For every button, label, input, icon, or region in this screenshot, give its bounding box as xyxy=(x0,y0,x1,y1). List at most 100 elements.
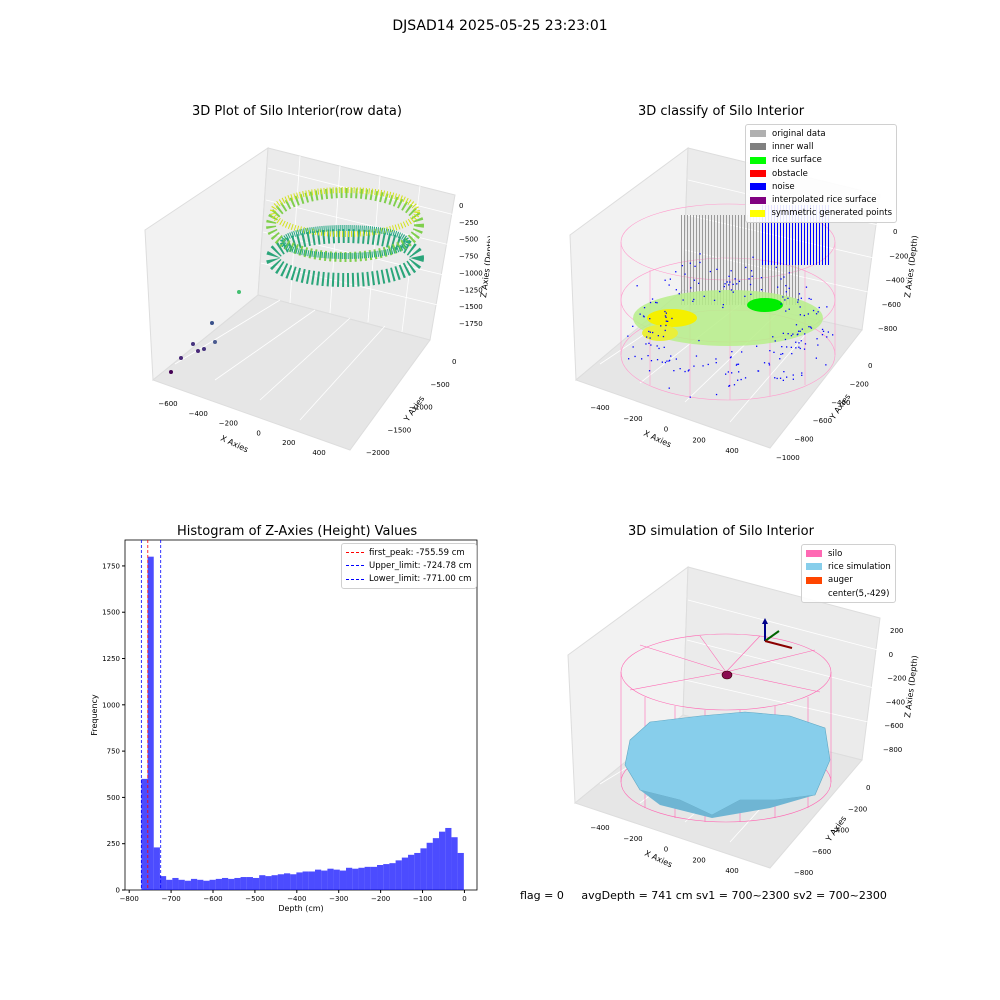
noise-point xyxy=(797,299,799,301)
noise-point xyxy=(795,347,797,349)
noise-point xyxy=(669,359,671,361)
histogram-y-tick: 1500 xyxy=(102,609,120,617)
raw-plot-title: 3D Plot of Silo Interior(row data) xyxy=(192,104,402,119)
noise-point xyxy=(795,341,797,343)
histogram-bar xyxy=(432,838,440,890)
noise-point xyxy=(663,346,665,348)
classify-legend-label: interpolated rice surface xyxy=(772,195,877,206)
noise-point xyxy=(730,270,732,272)
raw-x-tick: 400 xyxy=(312,449,325,457)
noise-point xyxy=(695,355,698,357)
noise-point xyxy=(780,278,782,280)
noise-point xyxy=(740,378,742,381)
noise-point xyxy=(690,287,692,289)
noise-point xyxy=(643,316,645,318)
classify-legend-label: obstacle xyxy=(772,168,808,179)
noise-point xyxy=(664,315,667,317)
noise-point xyxy=(713,299,716,301)
noise-point xyxy=(736,363,738,365)
noise-point xyxy=(665,316,667,318)
simulation-z-tick: −200 xyxy=(887,675,906,683)
noise-point xyxy=(673,370,675,372)
noise-point xyxy=(689,396,691,398)
raw-zlabel: Z Axies (Depth) xyxy=(479,235,490,298)
noise-point xyxy=(675,358,677,360)
simulation-legend: silo rice simulation auger center(5,-429) xyxy=(801,544,896,604)
histogram-bar xyxy=(395,860,402,890)
noise-point xyxy=(732,291,734,293)
histogram-x-tick: −600 xyxy=(203,895,222,903)
noise-point xyxy=(716,268,718,270)
histogram-ylabel: Frequency xyxy=(90,694,99,736)
classify-z-tick: 0 xyxy=(893,228,897,236)
classify-legend-swatch xyxy=(750,183,766,191)
classify-x-tick: 0 xyxy=(664,426,668,434)
noise-point xyxy=(798,346,800,348)
noise-point xyxy=(668,387,670,389)
simulation-legend-swatch xyxy=(806,576,822,584)
noise-point xyxy=(719,290,721,293)
raw-y-tick: −500 xyxy=(431,381,450,389)
noise-point xyxy=(790,335,793,337)
noise-point xyxy=(655,301,657,304)
noise-point xyxy=(664,361,667,364)
noise-point xyxy=(730,289,733,291)
histogram-bar xyxy=(277,874,284,890)
histogram-x-tick: −300 xyxy=(329,895,348,903)
histogram-bar xyxy=(141,778,148,890)
noise-point xyxy=(648,342,650,344)
histogram-bar xyxy=(339,870,346,890)
noise-point xyxy=(632,346,634,348)
histogram-bar xyxy=(166,879,173,890)
noise-point xyxy=(817,311,819,313)
noise-point xyxy=(692,300,694,302)
noise-point xyxy=(731,351,733,353)
histogram-x-tick: −200 xyxy=(371,895,390,903)
noise-point xyxy=(735,364,738,366)
noise-point xyxy=(781,346,783,348)
noise-point xyxy=(693,365,695,367)
simulation-x-tick: 0 xyxy=(664,846,668,854)
noise-point xyxy=(689,262,691,264)
noise-point xyxy=(803,314,805,317)
noise-point xyxy=(808,326,810,328)
noise-point xyxy=(667,320,669,322)
noise-point xyxy=(725,373,727,375)
classify-y-tick: −800 xyxy=(794,436,813,444)
simulation-zlabel: Z Axies (Depth) xyxy=(903,655,920,718)
histogram-bar xyxy=(408,854,415,890)
noise-point xyxy=(668,284,670,286)
raw-z-tick: −250 xyxy=(459,219,478,227)
histogram-bar xyxy=(426,842,433,890)
noise-point xyxy=(684,370,686,373)
raw-z-tick: 0 xyxy=(459,202,463,210)
noise-point xyxy=(744,295,746,297)
histogram-bar xyxy=(296,872,303,890)
histogram-bar xyxy=(159,876,167,890)
noise-point xyxy=(656,359,659,361)
classify-y-tick: 0 xyxy=(868,362,872,370)
noise-point xyxy=(728,284,730,286)
raw-xlabel: X Axies xyxy=(219,434,250,455)
simulation-legend-swatch xyxy=(806,550,822,558)
histogram-bar xyxy=(153,847,160,890)
noise-point xyxy=(774,377,776,379)
raw-x-tick: −600 xyxy=(158,400,177,408)
noise-point xyxy=(650,344,652,346)
histogram-bar xyxy=(259,875,266,890)
histogram-bar xyxy=(321,870,328,890)
histogram-chart: −800 −700 −600 −500 −400 −300 −200 −100 0 0 250 50… xyxy=(90,539,478,913)
classify-x-tick: −200 xyxy=(623,415,642,423)
histogram-legend-label: Upper_limit: -724.78 cm xyxy=(369,560,472,571)
simulation-z-tick: −800 xyxy=(883,746,902,754)
raw-ring xyxy=(266,187,424,287)
noise-point xyxy=(738,371,740,373)
histogram-x-tick: −500 xyxy=(245,895,264,903)
noise-point xyxy=(728,384,731,387)
noise-point xyxy=(784,338,787,341)
noise-point xyxy=(801,372,803,374)
noise-point xyxy=(827,331,829,333)
histogram-bar xyxy=(184,880,191,890)
classify-legend-entry: noise xyxy=(750,180,892,193)
histogram-bar xyxy=(333,869,340,890)
